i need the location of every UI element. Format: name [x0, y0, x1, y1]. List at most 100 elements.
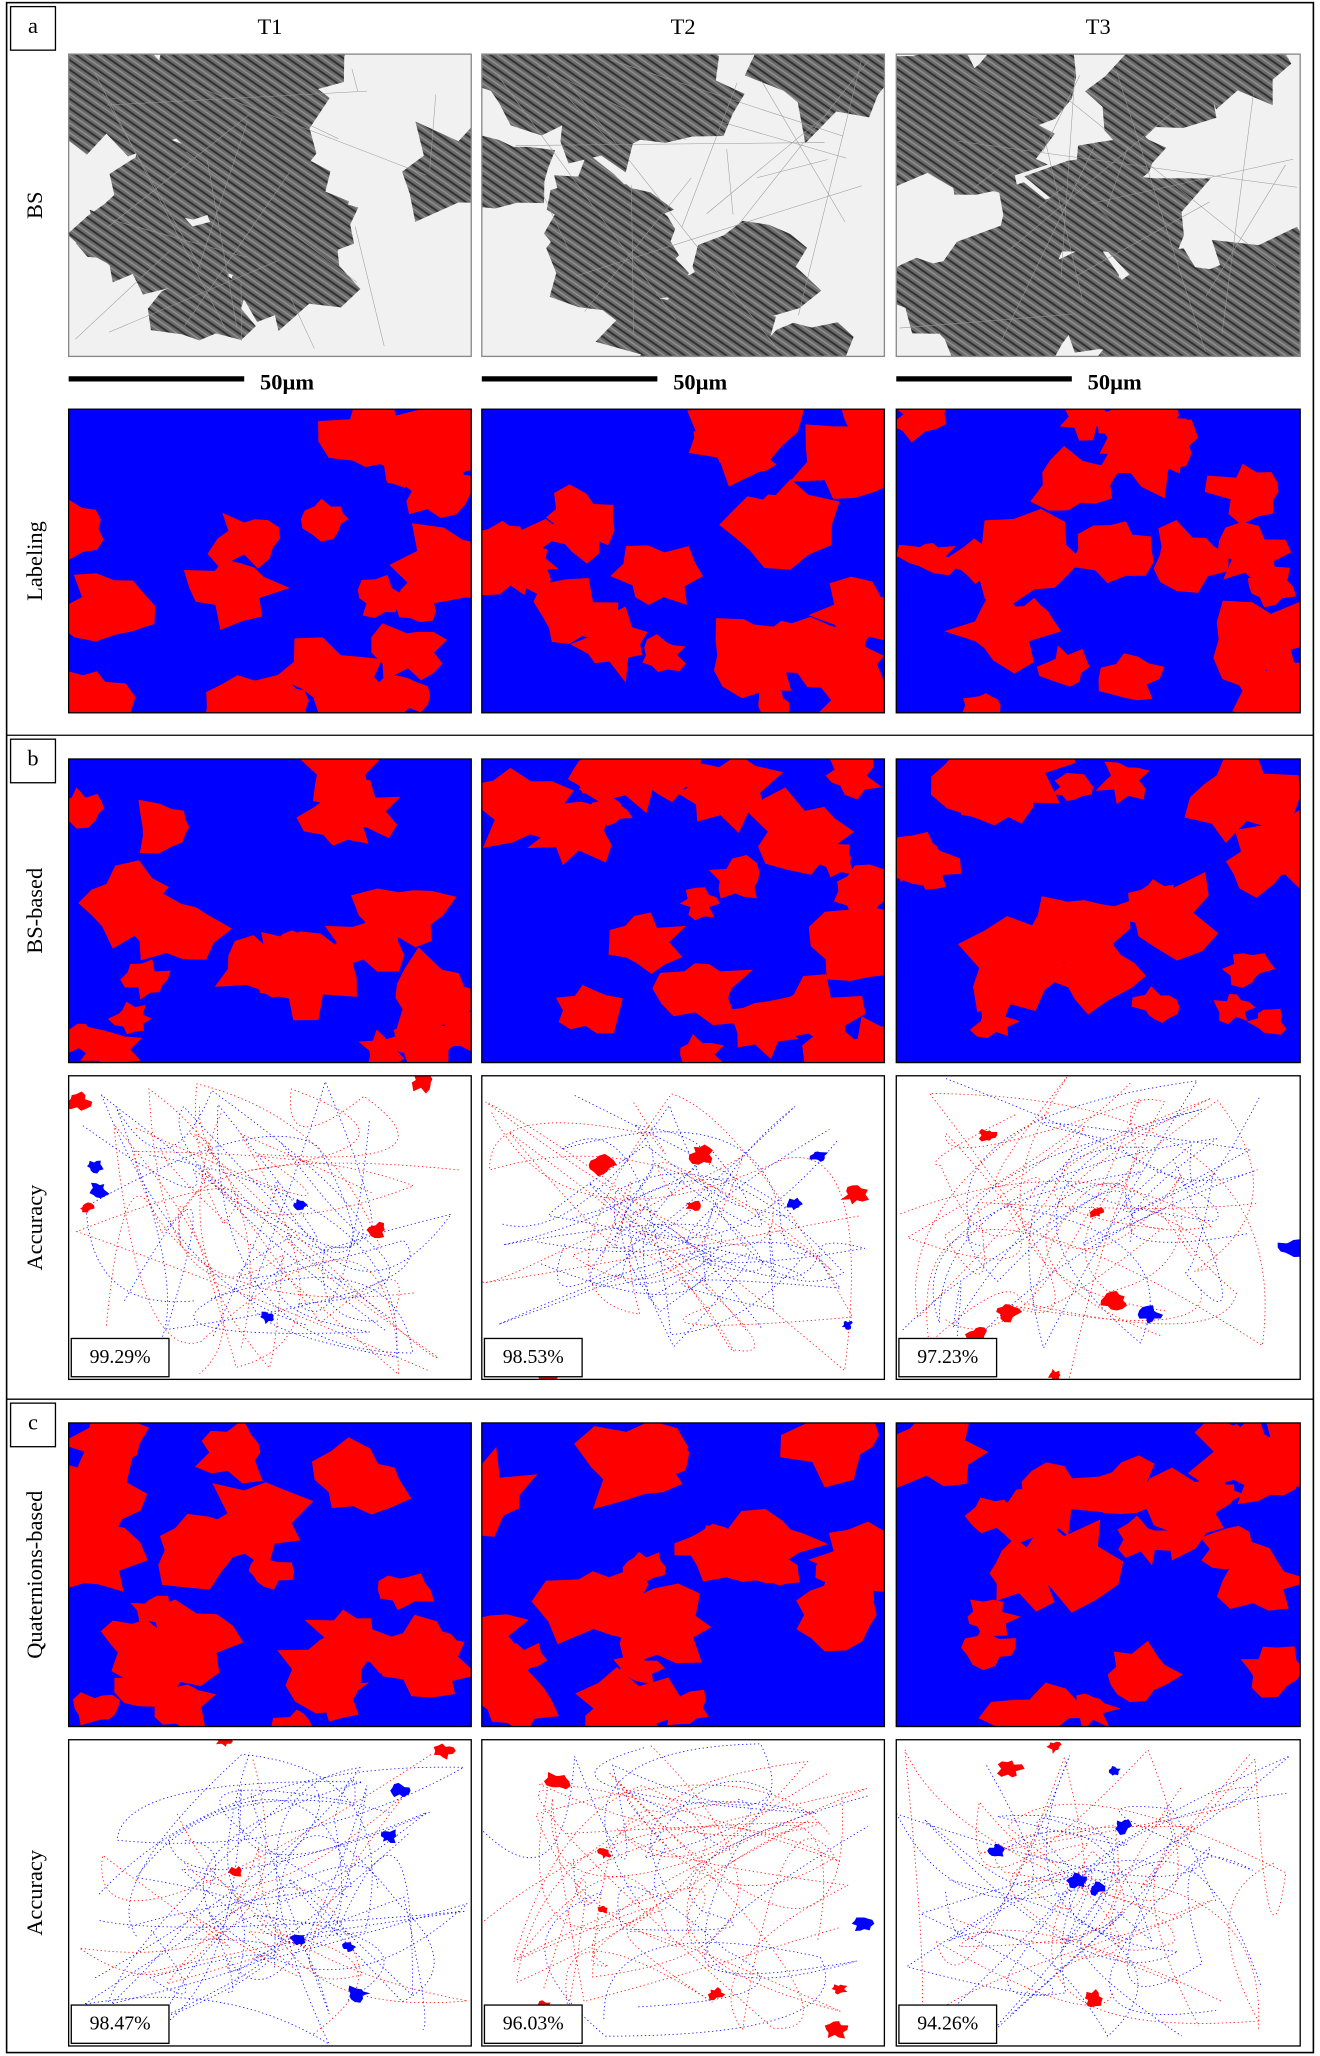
- phase-red: [661, 1689, 709, 1726]
- phase-red: [481, 1659, 560, 1727]
- accuracy-box: [483, 2004, 583, 2044]
- phase-red: [896, 543, 958, 576]
- error-boundary: [489, 1099, 832, 1271]
- error-boundary: [483, 1783, 840, 1922]
- error-boundary: [498, 1141, 838, 1325]
- column-header: T2: [671, 14, 696, 39]
- error-blob: [597, 1847, 612, 1859]
- phase-red: [1187, 1422, 1301, 1492]
- phase-red: [677, 758, 784, 834]
- grain-boundary: [609, 59, 844, 137]
- grain-boundary: [738, 60, 869, 225]
- martensite-region: [915, 225, 1119, 357]
- error-boundary: [115, 1089, 379, 1367]
- accuracy-value: 96.03%: [503, 2012, 564, 2034]
- error-boundary: [994, 1787, 1200, 2027]
- error-blob: [840, 1185, 870, 1205]
- phase-red: [73, 1692, 120, 1726]
- phase-red: [957, 916, 1071, 1013]
- micrograph: [896, 409, 1301, 713]
- error-boundary: [80, 1123, 354, 1303]
- phase-red: [610, 545, 704, 605]
- martensite-region: [1046, 273, 1164, 353]
- phase-red: [719, 479, 840, 570]
- error-blob: [831, 1984, 848, 1995]
- grain-boundary: [197, 121, 248, 271]
- martensite-region: [896, 54, 974, 118]
- error-boundary: [178, 1133, 460, 1368]
- image-border: [481, 1739, 886, 2047]
- phase-red: [114, 1660, 181, 1709]
- phase-red: [68, 1023, 102, 1054]
- error-boundary: [149, 1154, 453, 1358]
- phase-red: [1246, 1008, 1287, 1035]
- micrograph: [68, 1075, 472, 1380]
- phase-red: [130, 1595, 174, 1624]
- panel-label-box: [9, 738, 57, 784]
- error-boundary: [945, 1078, 1219, 1344]
- error-blob: [411, 1075, 433, 1094]
- scale-bar-label: 50µm: [1088, 369, 1142, 394]
- column-header: T1: [257, 14, 282, 39]
- error-blob: [1046, 1741, 1062, 1754]
- error-boundary: [617, 1795, 868, 2008]
- phase-red: [978, 1682, 1079, 1727]
- phase-red: [827, 1561, 871, 1596]
- image-border: [895, 408, 1301, 714]
- error-boundary: [594, 1747, 817, 1900]
- error-boundary: [103, 1780, 321, 2041]
- error-blob: [786, 1197, 803, 1211]
- phase-red: [357, 574, 412, 619]
- row-label: Accuracy: [22, 1184, 47, 1271]
- panel-label-box: [9, 5, 57, 51]
- error-blob: [1084, 1989, 1103, 2008]
- phase-red: [958, 758, 1076, 811]
- accuracy-bg: [896, 1075, 1301, 1380]
- row-label: BS-based: [22, 868, 47, 954]
- error-blob: [1137, 1305, 1164, 1324]
- grain-boundary: [1107, 145, 1129, 207]
- image-border: [895, 758, 1301, 1064]
- phase-red: [608, 912, 687, 974]
- phase-red: [944, 591, 1062, 674]
- phase-red: [961, 1625, 1016, 1671]
- grain-boundary: [1115, 70, 1206, 352]
- error-blob: [996, 1304, 1023, 1323]
- martensite-region: [549, 76, 676, 173]
- error-blob: [293, 1198, 308, 1211]
- error-blob: [543, 1771, 571, 1790]
- error-blob: [978, 1128, 998, 1142]
- phase-red: [1217, 521, 1292, 588]
- phase-red: [833, 864, 885, 921]
- phase-red: [183, 559, 290, 631]
- accuracy-bg: [68, 1075, 472, 1380]
- grain-boundary: [756, 159, 828, 179]
- error-boundary: [130, 1793, 406, 1985]
- phase-red: [1128, 884, 1180, 925]
- figure-border: [5, 1, 1315, 2054]
- error-boundary: [538, 1771, 843, 2029]
- grain-boundary: [1000, 147, 1094, 342]
- error-boundary: [124, 1208, 411, 1330]
- phase-red: [796, 1585, 877, 1652]
- error-boundary: [906, 1081, 1141, 1330]
- error-boundary: [1032, 1097, 1212, 1337]
- martensite-region: [402, 121, 472, 222]
- phase-red: [780, 1422, 879, 1488]
- phase-red: [720, 1509, 829, 1577]
- grain-boundary: [958, 140, 1298, 188]
- phase-red: [612, 1583, 712, 1666]
- error-boundary: [101, 1753, 433, 2035]
- error-boundary: [542, 1773, 841, 2012]
- phase-red: [896, 409, 947, 443]
- error-blob: [1115, 1819, 1133, 1836]
- error-boundary: [508, 1131, 756, 1352]
- error-blob: [597, 1905, 608, 1914]
- grain-boundary: [1221, 90, 1255, 334]
- scale-bar-label: 50µm: [673, 369, 727, 394]
- error-blob: [1047, 1368, 1061, 1380]
- phase-red: [394, 470, 472, 518]
- micrograph: [481, 409, 885, 713]
- phase-red: [808, 1521, 885, 1600]
